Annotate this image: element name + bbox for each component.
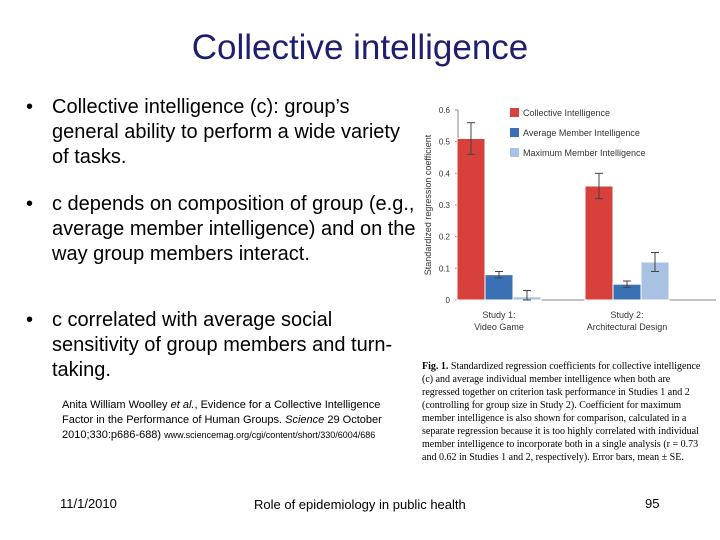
y-tick-label: 0 [446,296,451,305]
footer-date: 11/1/2010 [60,496,117,511]
bullet-marker: • [26,96,34,118]
bullet-item: • c depends on composition of group (e.g… [22,192,437,267]
slide-title: Collective intelligence [191,28,529,67]
y-tick-label: 0.2 [439,233,451,242]
y-tick-label: 0.1 [439,264,451,273]
legend-label: Maximum Member Intelligence [523,148,646,158]
caption-label: Fig. 1. [422,361,449,372]
bullet-marker: • [26,193,34,215]
bar-chart: 0 0.1 0.2 0.3 0.4 0.5 0.6 Standardized regressi… [423,106,716,332]
x-category-label: Architectural Design [587,322,668,332]
bullet-marker: • [26,309,34,331]
citation: Anita William Woolley et al., Evidence f… [62,398,392,443]
page-number: 95 [645,496,660,511]
legend-label: Collective Intelligence [523,108,610,118]
y-tick-label: 0.6 [439,106,451,115]
citation-journal: Science [285,414,325,426]
bar [584,185,614,301]
bullet-item: • c correlated with average social sensi… [22,308,417,383]
bar [456,138,486,301]
legend-label: Average Member Intelligence [523,128,640,138]
bullet-text: c depends on composition of group (e.g.,… [52,193,416,265]
y-tick-label: 0.4 [439,169,451,178]
citation-authors: Anita William Woolley [62,399,171,411]
y-tick-label: 0.5 [439,138,451,147]
x-category-label: Study 2: [610,310,643,320]
caption-text: Standardized regression coefficients for… [422,361,701,463]
y-tick-label: 0.3 [439,201,451,210]
y-axis-label: Standardized regression coefficient [423,134,433,275]
citation-url[interactable]: www.sciencemag.org/cgi/content/short/330… [164,430,376,440]
legend-swatch [510,148,519,157]
legend-swatch [510,128,519,137]
x-category-label: Video Game [474,322,524,332]
footer-title: Role of epidemiology in public health [254,497,466,512]
bullet-text: Collective intelligence (c): group’s gen… [52,96,400,168]
citation-etal: et al. [170,399,195,411]
citation-text: , Evidence for a Collective Intelligence… [62,399,381,426]
bullet-item: • Collective intelligence (c): group’s g… [22,95,412,170]
figure-caption: Fig. 1. Standardized regression coeffici… [422,360,707,464]
bullet-text: c correlated with average social sensiti… [52,309,393,381]
x-category-label: Study 1: [482,310,515,320]
bar [484,274,514,301]
citation-details: 29 October 2010;330:p686-688) [62,414,382,441]
legend-swatch [510,108,519,117]
